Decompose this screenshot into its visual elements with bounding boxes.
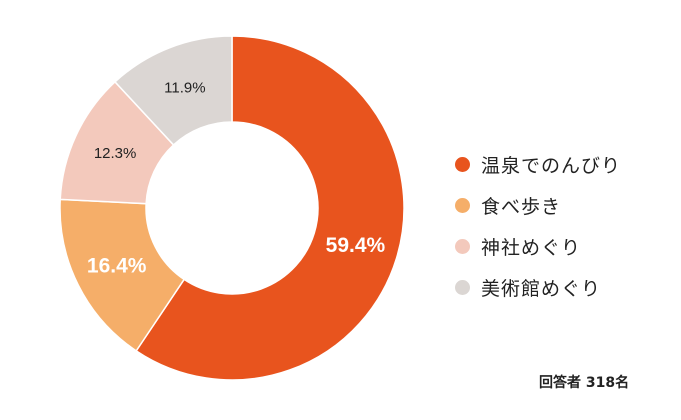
legend-swatch-tabearuki — [455, 197, 470, 213]
legend-swatch-onsen — [455, 156, 470, 172]
legend-label-onsen: 温泉でのんびり — [481, 154, 622, 177]
legend-item-jinja: 神社めぐり — [455, 234, 621, 259]
value-label-onsen: 59.4% — [326, 234, 386, 257]
legend-item-bijutsukan: 美術館めぐり — [455, 275, 621, 300]
legend-item-onsen: 温泉でのんびり — [455, 152, 622, 177]
value-label-jinja: 12.3% — [94, 145, 137, 162]
slice-tabearuki — [59, 198, 186, 352]
value-label-bijutsukan: 11.9% — [164, 79, 205, 96]
legend-item-tabearuki: 食べ歩き — [455, 193, 621, 218]
legend-label-tabearuki: 食べ歩き — [481, 195, 562, 218]
legend-swatch-bijutsukan — [455, 279, 470, 295]
value-label-tabearuki: 16.4% — [87, 254, 147, 277]
legend-swatch-jinja — [455, 238, 470, 254]
legend: 温泉でのんびり 食べ歩き 神社めぐり 美術館めぐり — [455, 152, 622, 300]
legend-label-bijutsukan: 美術館めぐり — [481, 277, 602, 300]
slice-onsen — [135, 35, 405, 381]
slice-bijutsukan — [113, 35, 233, 146]
respondent-count: 回答者 318名 — [539, 375, 630, 391]
legend-label-jinja: 神社めぐり — [481, 236, 582, 259]
